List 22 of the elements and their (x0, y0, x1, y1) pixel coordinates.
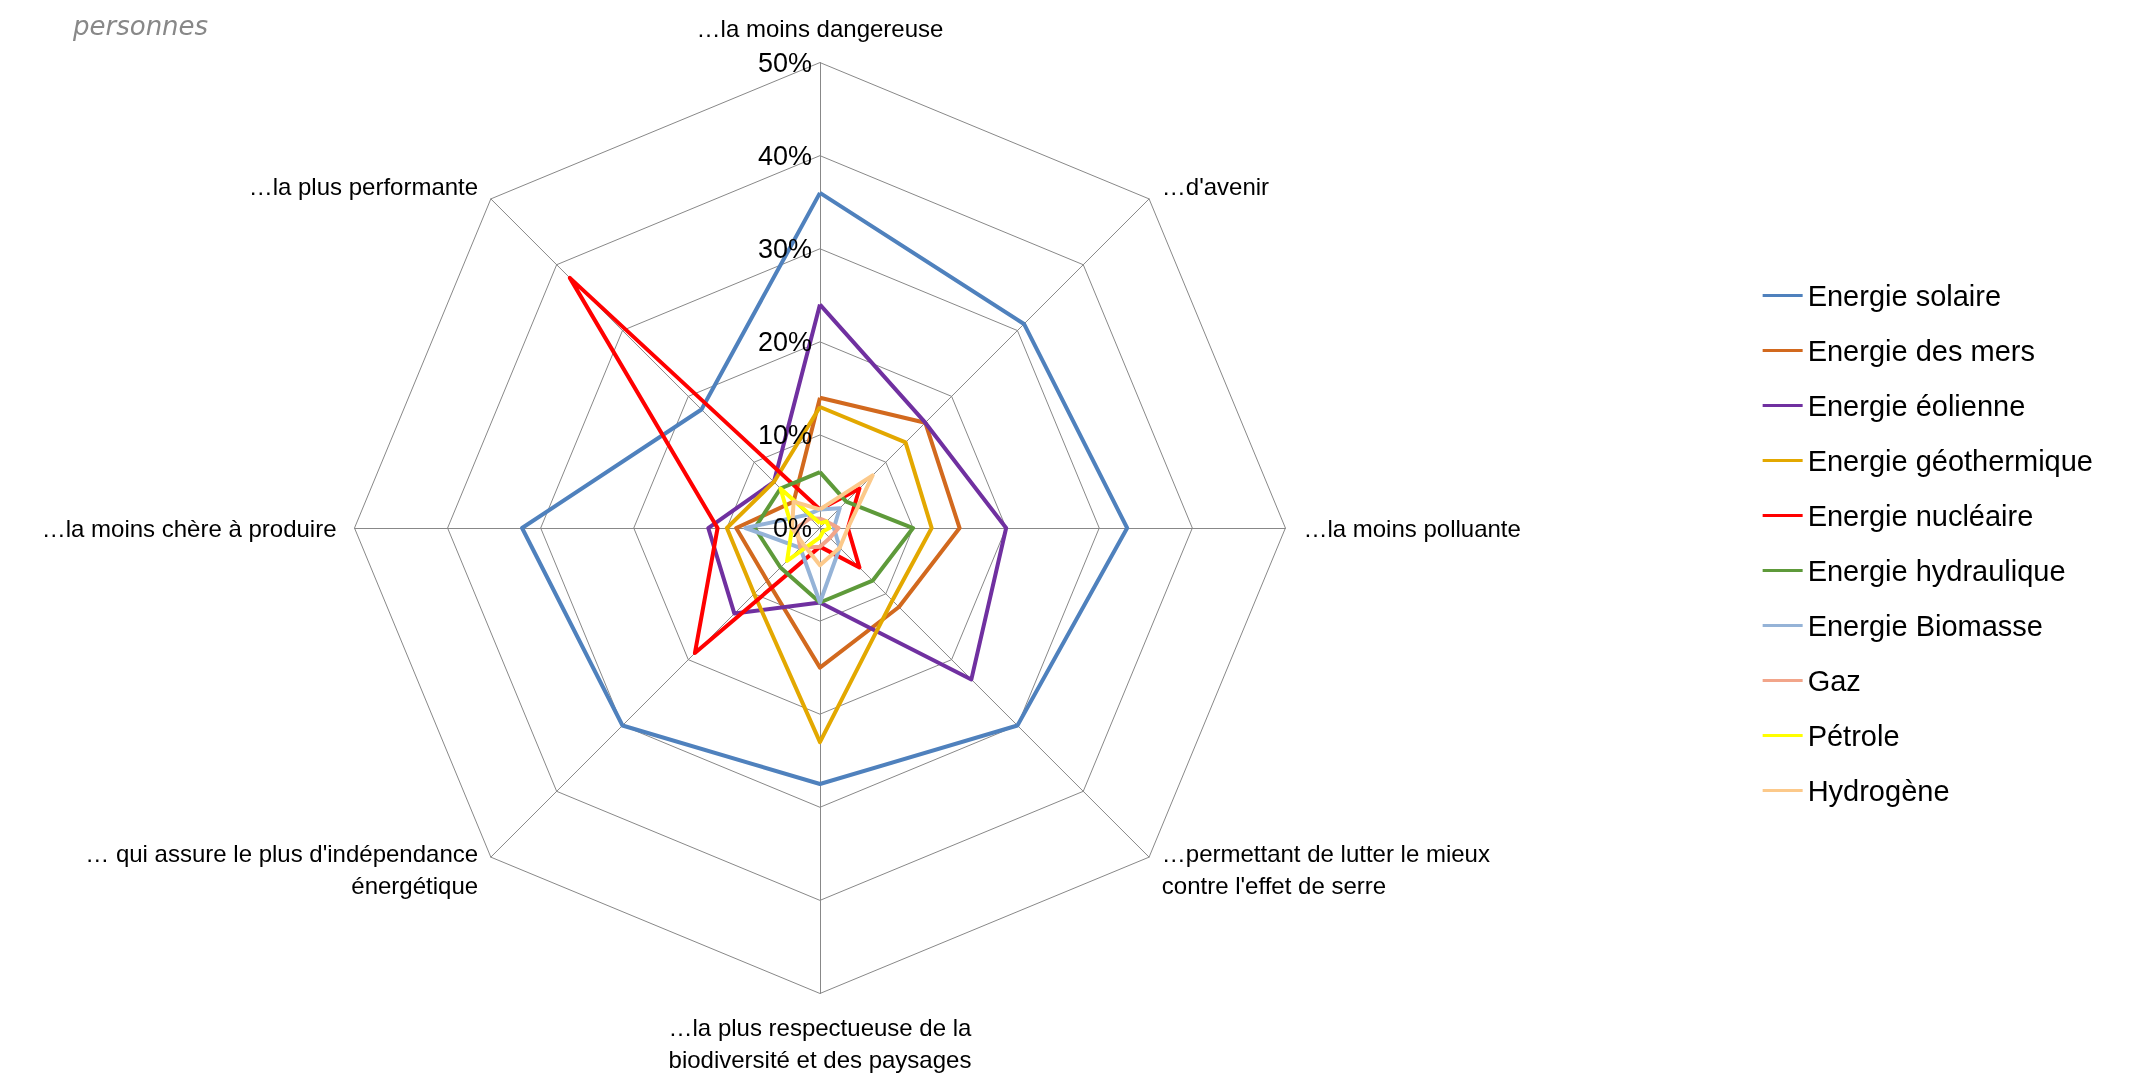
legend-label: Energie Biomasse (1807, 609, 2043, 642)
spoke-label: …la plus performante (248, 172, 479, 200)
legend-label: Hydrogène (1807, 774, 1950, 807)
legend-label: Energie hydraulique (1807, 554, 2066, 587)
legend-label: Energie des mers (1807, 334, 2035, 367)
legend-label: Energie solaire (1807, 279, 2002, 312)
spoke-label: …la moins dangereuse (696, 15, 944, 43)
spoke-label: … qui assure le plus d'indépendance énergétique (85, 840, 479, 900)
spoke-label: …d'avenir (1161, 172, 1270, 200)
spoke-label: …la plus respectueuse de la biodiversité et des paysages (668, 1013, 973, 1073)
spoke-label: …la moins polluante (1303, 514, 1521, 542)
legend-label: Energie éolienne (1807, 389, 2026, 422)
legend-label: Gaz (1807, 664, 1861, 697)
y-tick-label: 40% (757, 140, 812, 171)
spoke-label: …permettant de lutter le mieux contre l'effet de serre (1161, 840, 1490, 900)
spoke-label: …la moins chère à produire (41, 514, 337, 542)
y-tick-label: 50% (757, 47, 812, 78)
chart-title: personnes (72, 11, 209, 41)
legend-label: Energie nucléaire (1807, 499, 2034, 532)
y-tick-label: 0% (772, 513, 812, 544)
legend-label: Pétrole (1807, 719, 1900, 752)
legend-label: Energie géothermique (1807, 444, 2093, 477)
